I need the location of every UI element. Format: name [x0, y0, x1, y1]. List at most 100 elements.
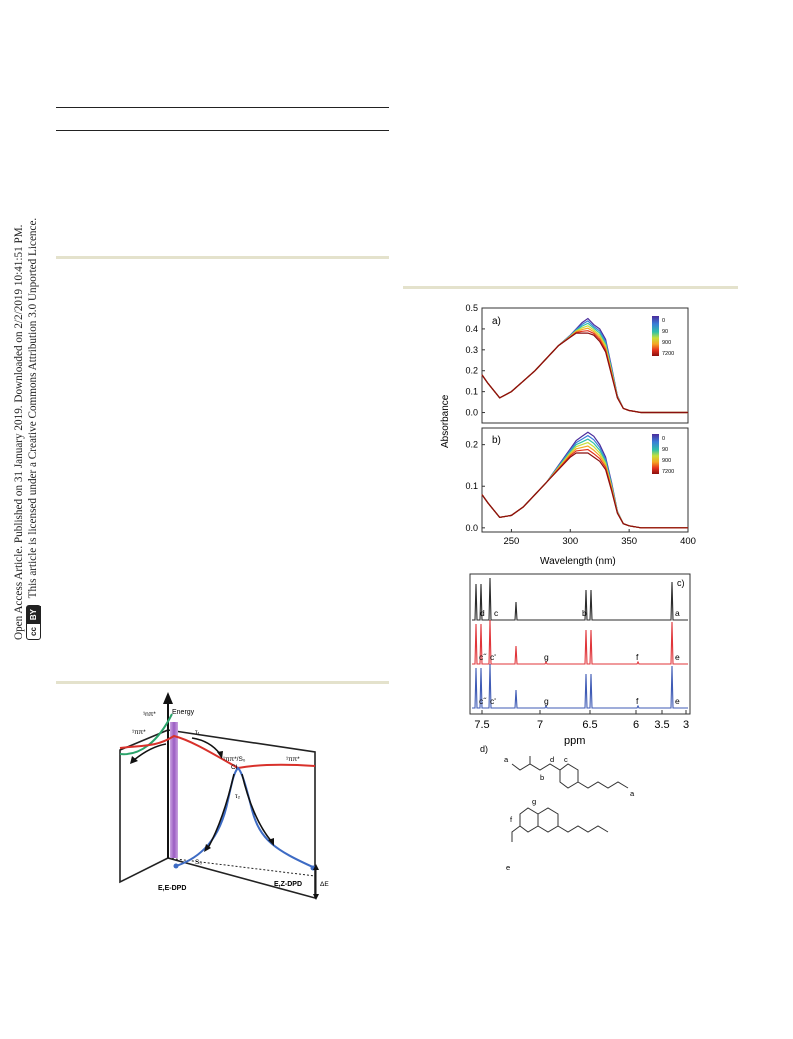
nmr-peak-label: c˝ [479, 696, 487, 706]
panel-b-x-ticks: 250 300 350 400 [503, 529, 696, 547]
nmr-x-tick-label: 6.5 [582, 719, 597, 731]
panel-a-series [481, 317, 688, 414]
nmr-spectrum-line [472, 619, 688, 665]
section-rule-left-1 [56, 256, 389, 259]
svg-text:f: f [510, 815, 513, 824]
ee-dpd-label: E,E-DPD [158, 885, 186, 892]
svg-text:0: 0 [662, 318, 665, 324]
panel-c-label: c) [677, 578, 685, 588]
npi-label: ¹nπ* [143, 711, 156, 718]
nmr-x-label: ppm [564, 735, 585, 746]
nmr-x-tick-label: 7 [537, 719, 543, 731]
energy-axis-label: Energy [172, 709, 195, 716]
y-tick-label: 0.5 [465, 303, 478, 313]
y-tick-label: 0.3 [465, 345, 478, 355]
tau2-label: τ₂ [235, 793, 241, 800]
open-access-sidebar: Open Access Article. Published on 31 Jan… [12, 0, 44, 640]
section-rule-left-2 [56, 681, 389, 684]
nmr-spectrum-line [472, 663, 688, 709]
x-tick-label: 250 [503, 536, 519, 547]
y-tick-label: 0.2 [465, 440, 478, 450]
sidebar-line-1: Open Access Article. Published on 31 Jan… [13, 224, 25, 640]
section-rule-right [403, 286, 738, 289]
nmr-peak-label: a [675, 608, 680, 618]
x-axis-label: Wavelength (nm) [540, 556, 616, 567]
conical-intersection-label: ¹ππ*/S₀ [223, 756, 246, 763]
panel-b-y-ticks: 0.0 0.1 0.2 [465, 440, 485, 533]
nmr-x-tick-label: 3 [683, 719, 689, 731]
nmr-peak-label: f [636, 652, 639, 662]
pipi-left-label: ¹ππ* [132, 729, 146, 736]
tau2-arrow-left [207, 773, 235, 849]
cc-icon: cc [26, 623, 41, 639]
svg-text:a: a [504, 755, 509, 764]
svg-text:7200: 7200 [662, 351, 674, 357]
panel-a-y-ticks: 0.0 0.1 0.2 0.3 0.4 0.5 [465, 303, 485, 418]
energy-diagram: Energy ¹nπ* ¹ππ* ¹ππ* ¹ππ*/S₀ CI τ₁ τ₂ S… [119, 692, 329, 900]
excitation-bar [170, 722, 178, 858]
nmr-peak-label: b [582, 608, 587, 618]
y-tick-label: 0.1 [465, 387, 478, 397]
panel-d-label: d) [480, 744, 488, 754]
svg-text:90: 90 [662, 447, 668, 453]
nmr-x-tick-label: 7.5 [474, 719, 489, 731]
npi-arrow [133, 743, 167, 761]
cc-by-badge[interactable]: cc BY [26, 604, 41, 640]
structure-top [511, 756, 629, 789]
y-axis-label: Absorbance [440, 394, 451, 448]
nmr-peak-label: cʹ [490, 696, 496, 706]
x-tick-label: 350 [621, 536, 637, 547]
svg-text:7200: 7200 [662, 469, 674, 475]
nmr-peak-label: d [480, 608, 485, 618]
nmr-peak-label: g [544, 652, 549, 662]
panel-b-series [481, 431, 688, 529]
absorbance-series-line [481, 452, 688, 529]
panel-b-frame [481, 427, 689, 533]
svg-text:900: 900 [662, 340, 671, 346]
nmr-x-ticks: 7.5 7 6.5 6 3.5 3 [474, 710, 689, 731]
nmr-peak-label: c [494, 608, 499, 618]
nmr-peak-label: f [636, 696, 639, 706]
nmr-peak-label: c˝ [479, 652, 487, 662]
table-top-rule [56, 107, 389, 108]
nmr-peak-label: e [675, 696, 680, 706]
svg-text:e: e [506, 863, 510, 872]
y-tick-label: 0.4 [465, 324, 478, 334]
sidebar-line-2[interactable]: This article is licensed under a Creativ… [27, 217, 40, 599]
svg-text:90: 90 [662, 329, 668, 335]
y-tick-label: 0.1 [465, 481, 478, 491]
y-tick-label: 0.0 [465, 523, 478, 533]
panel-b-label: b) [492, 435, 501, 446]
by-icon: BY [26, 605, 41, 624]
svg-text:g: g [532, 797, 536, 806]
energy-axis-arrow [163, 692, 173, 704]
nmr-frame [469, 573, 691, 715]
svg-text:d: d [550, 755, 554, 764]
svg-text:a: a [630, 789, 635, 798]
nmr-x-tick-label: 3.5 [654, 719, 669, 731]
nmr-chart: c) d c b ac˝ cʹ g f ec˝ cʹ g f e 7.5 7 6.5 6 3.5 3 ppm [469, 573, 691, 746]
s0-label: S₀ [195, 859, 202, 866]
ci-label: CI [231, 764, 238, 771]
tau2-arrow-right [241, 773, 273, 843]
x-tick-label: 300 [562, 536, 578, 547]
panel-a-frame [481, 307, 689, 424]
baseline-dashed [167, 857, 316, 877]
nmr-x-tick-label: 6 [633, 719, 639, 731]
nmr-spectra: d c b ac˝ cʹ g f ec˝ cʹ g f e [472, 577, 688, 709]
x-tick-label: 400 [680, 536, 696, 547]
panel-b-legend: 0 90 900 7200 [652, 434, 674, 475]
svg-text:900: 900 [662, 458, 671, 464]
table-bottom-rule [56, 130, 389, 131]
chemical-structures: d) a b c d a e f g [480, 744, 635, 872]
structure-bottom [511, 807, 609, 842]
ez-dpd-label: E,Z-DPD [274, 881, 302, 888]
nmr-peak-label: cʹ [490, 652, 496, 662]
nmr-peak-label: g [544, 696, 549, 706]
y-tick-label: 0.0 [465, 408, 478, 418]
panel-a-label: a) [492, 316, 501, 327]
svg-text:0: 0 [662, 436, 665, 442]
panel-a-legend: 0 90 900 7200 [652, 316, 674, 357]
absorbance-series-line [481, 332, 688, 414]
pipi-curve [119, 734, 316, 770]
